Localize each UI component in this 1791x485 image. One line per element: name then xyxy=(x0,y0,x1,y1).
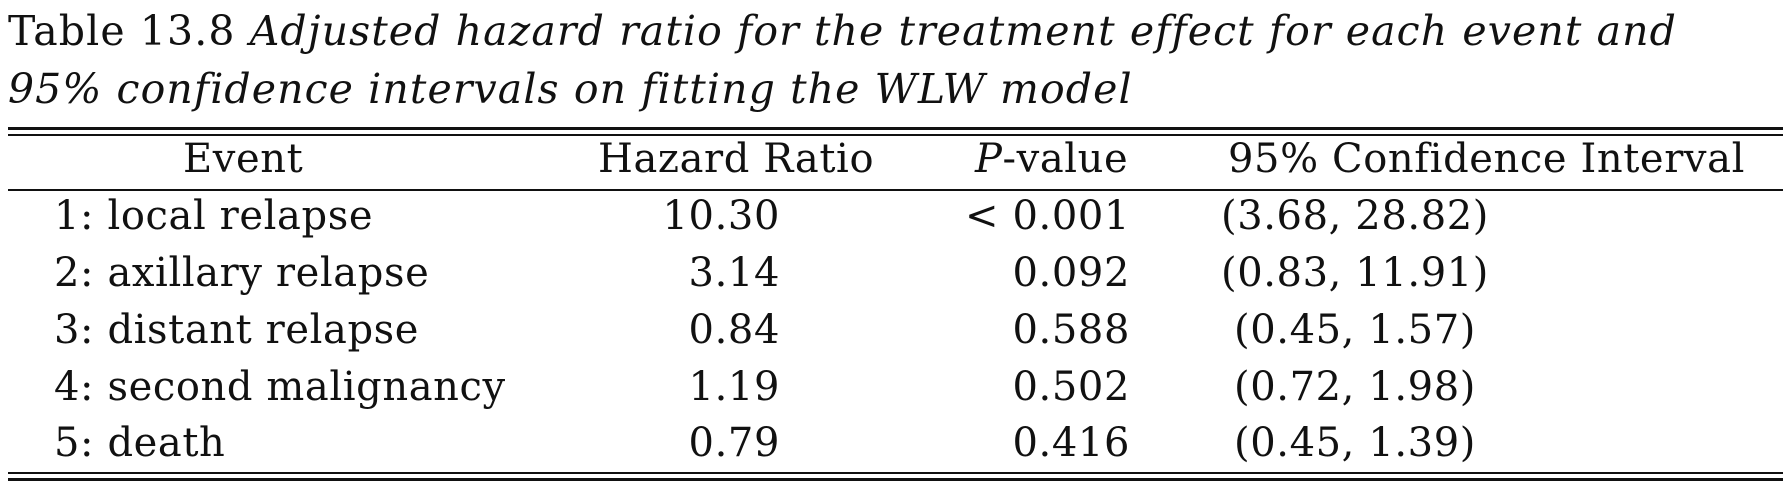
row-1-p-value: < 0.001 xyxy=(965,193,1130,239)
header-event: Event xyxy=(183,136,304,182)
row-2-event: 2: axillary relapse xyxy=(54,250,430,296)
row-1-ci-text: (3.68, 28.82) xyxy=(1220,193,1490,239)
row-1-event: 1: local relapse xyxy=(54,193,374,239)
row-3-hazard-ratio: 0.84 xyxy=(688,307,780,353)
caption-text: Adjusted hazard ratio for the treatment … xyxy=(8,7,1677,113)
table-caption: Table 13.8 Adjusted hazard ratio for the… xyxy=(8,2,1783,118)
row-4-event: 4: second malignancy xyxy=(54,364,506,410)
header-p-value-rest: -value xyxy=(1002,136,1129,182)
row-5-p-value: 0.416 xyxy=(1012,420,1130,466)
header-p-value: P-value xyxy=(975,136,1128,182)
row-4-p-value: 0.502 xyxy=(1012,364,1130,410)
bottom-rule-thin xyxy=(8,472,1783,474)
top-rule-thick xyxy=(8,127,1783,130)
top-rule-thin xyxy=(8,134,1783,136)
row-2-p-value: 0.092 xyxy=(1012,250,1130,296)
row-2-hazard-ratio: 3.14 xyxy=(688,250,780,296)
row-3-ci-text: (0.45, 1.57) xyxy=(1234,307,1476,353)
row-3-event: 3: distant relapse xyxy=(54,307,420,353)
header-hazard-ratio: Hazard Ratio xyxy=(598,136,875,182)
header-confidence-interval: 95% Confidence Interval xyxy=(1228,136,1745,182)
bottom-rule-thick xyxy=(8,478,1783,481)
row-4-hazard-ratio: 1.19 xyxy=(688,364,780,410)
row-5-event: 5: death xyxy=(54,420,226,466)
row-2-ci-text: (0.83, 11.91) xyxy=(1220,250,1490,296)
table-number: Table 13.8 xyxy=(8,7,236,55)
row-3-p-value: 0.588 xyxy=(1012,307,1130,353)
header-p-value-italic: P xyxy=(975,136,1003,182)
header-rule xyxy=(8,189,1783,191)
row-1-hazard-ratio: 10.30 xyxy=(662,193,780,239)
row-4-ci-text: (0.72, 1.98) xyxy=(1234,364,1476,410)
row-5-ci-text: (0.45, 1.39) xyxy=(1234,420,1476,466)
row-5-hazard-ratio: 0.79 xyxy=(688,420,780,466)
